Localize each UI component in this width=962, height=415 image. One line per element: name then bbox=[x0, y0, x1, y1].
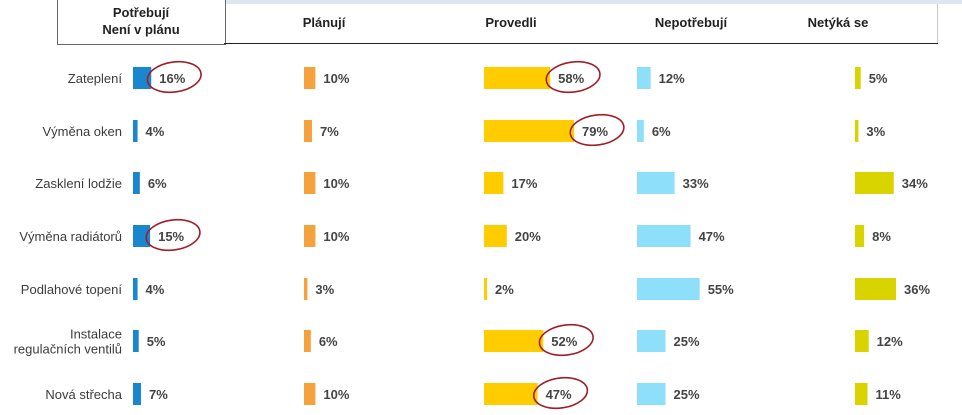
bar-4-0 bbox=[855, 67, 861, 89]
bar-2-1 bbox=[484, 120, 575, 142]
value-label-1-4: 3% bbox=[315, 282, 334, 297]
value-label-0-4: 4% bbox=[146, 282, 165, 297]
bar-0-3 bbox=[133, 225, 151, 247]
bar-2-4 bbox=[484, 278, 487, 300]
value-label-3-5: 25% bbox=[674, 334, 700, 349]
bar-4-1 bbox=[855, 120, 859, 142]
value-label-4-1: 3% bbox=[866, 124, 885, 139]
bar-1-3 bbox=[304, 225, 316, 247]
value-label-1-5: 6% bbox=[319, 334, 338, 349]
first-column-header-box bbox=[57, 0, 226, 45]
column-header-4: Netýká se bbox=[808, 15, 869, 30]
value-label-0-1: 4% bbox=[146, 124, 165, 139]
bar-3-1 bbox=[637, 120, 644, 142]
value-label-3-6: 25% bbox=[674, 387, 700, 402]
category-label-3: Výměna radiátorů bbox=[19, 229, 122, 244]
value-label-0-5: 5% bbox=[147, 334, 166, 349]
bar-3-4 bbox=[637, 278, 700, 300]
value-label-4-6: 11% bbox=[876, 387, 902, 402]
value-label-3-4: 55% bbox=[708, 282, 734, 297]
value-label-4-5: 12% bbox=[877, 334, 903, 349]
value-label-2-3: 20% bbox=[515, 229, 541, 244]
bar-0-0 bbox=[133, 67, 152, 89]
column-header-1: Plánují bbox=[303, 15, 346, 30]
column-header-2: Provedli bbox=[485, 15, 536, 30]
value-label-3-0: 12% bbox=[659, 71, 685, 86]
highlight-circle-2-1 bbox=[569, 113, 625, 147]
value-label-2-4: 2% bbox=[495, 282, 514, 297]
value-label-2-5: 52% bbox=[551, 334, 577, 349]
value-label-2-6: 47% bbox=[546, 387, 572, 402]
value-label-1-3: 10% bbox=[323, 229, 349, 244]
value-label-1-2: 10% bbox=[323, 176, 349, 191]
value-label-4-2: 34% bbox=[902, 176, 928, 191]
category-label-2: Zasklení lodžie bbox=[35, 176, 122, 191]
bar-2-0 bbox=[484, 67, 551, 89]
value-label-1-1: 7% bbox=[320, 124, 339, 139]
value-label-2-0: 58% bbox=[558, 71, 584, 86]
bar-2-2 bbox=[484, 172, 504, 194]
value-label-3-2: 33% bbox=[683, 176, 709, 191]
bar-1-1 bbox=[304, 120, 312, 142]
value-label-4-3: 8% bbox=[872, 229, 891, 244]
bar-2-3 bbox=[484, 225, 507, 247]
value-label-0-0: 16% bbox=[159, 71, 185, 86]
highlight-circle-2-5 bbox=[538, 323, 594, 357]
highlight-circle-2-0 bbox=[545, 60, 601, 94]
bar-0-5 bbox=[133, 330, 139, 352]
bar-0-1 bbox=[133, 120, 138, 142]
bar-4-4 bbox=[855, 278, 897, 300]
value-label-1-0: 10% bbox=[323, 71, 349, 86]
bar-1-2 bbox=[304, 172, 316, 194]
bar-3-6 bbox=[637, 383, 666, 405]
value-label-2-1: 79% bbox=[582, 124, 608, 139]
bar-1-0 bbox=[304, 67, 316, 89]
value-label-0-3: 15% bbox=[158, 229, 184, 244]
bar-3-2 bbox=[637, 172, 675, 194]
highlight-circle-0-0 bbox=[146, 60, 202, 94]
bar-1-5 bbox=[304, 330, 311, 352]
value-label-0-6: 7% bbox=[149, 387, 168, 402]
highlight-circle-2-6 bbox=[532, 376, 589, 410]
column-header-0-line-1: Není v plánu bbox=[102, 22, 179, 37]
category-label-1: Výměna oken bbox=[43, 124, 123, 139]
header-right-border bbox=[937, 4, 938, 44]
bar-2-6 bbox=[484, 383, 538, 405]
category-label-5-line-1: regulačních ventilů bbox=[14, 342, 122, 357]
category-label-4: Podlahové topení bbox=[21, 282, 123, 297]
bar-0-4 bbox=[133, 278, 138, 300]
category-label-0: Zateplení bbox=[68, 71, 123, 86]
header-underline bbox=[224, 43, 938, 44]
bar-0-6 bbox=[133, 383, 141, 405]
header-top-strip bbox=[224, 0, 962, 4]
value-label-4-0: 5% bbox=[869, 71, 888, 86]
bar-3-0 bbox=[637, 67, 651, 89]
bar-1-6 bbox=[304, 383, 316, 405]
column-header-0-line-0: Potřebují bbox=[113, 5, 170, 20]
value-label-3-1: 6% bbox=[652, 124, 671, 139]
bar-1-4 bbox=[304, 278, 308, 300]
value-label-0-2: 6% bbox=[148, 176, 167, 191]
bar-0-2 bbox=[133, 172, 140, 194]
bar-4-3 bbox=[855, 225, 865, 247]
bar-3-3 bbox=[637, 225, 691, 247]
category-label-5-line-0: Instalace bbox=[70, 327, 122, 342]
column-header-3: Nepotřebují bbox=[655, 15, 728, 30]
value-label-1-6: 10% bbox=[323, 387, 349, 402]
bar-2-5 bbox=[484, 330, 544, 352]
value-label-3-3: 47% bbox=[699, 229, 725, 244]
highlight-circle-0-3 bbox=[145, 218, 201, 252]
category-label-6: Nová střecha bbox=[45, 387, 122, 402]
bar-4-5 bbox=[855, 330, 869, 352]
bar-4-2 bbox=[855, 172, 894, 194]
value-label-2-2: 17% bbox=[511, 176, 537, 191]
bar-4-6 bbox=[855, 383, 868, 405]
bar-3-5 bbox=[637, 330, 666, 352]
value-label-4-4: 36% bbox=[904, 282, 930, 297]
